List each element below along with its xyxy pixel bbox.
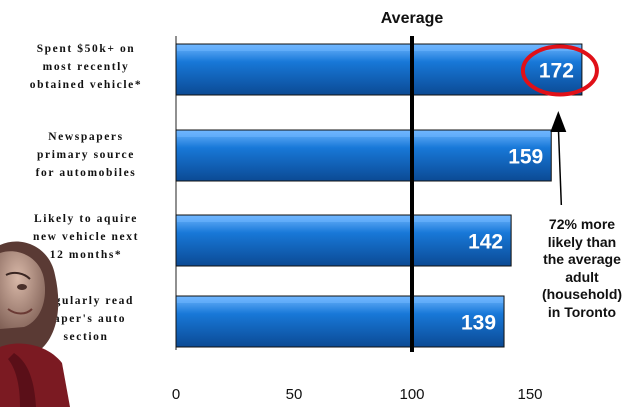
data-label-1: 159: [508, 146, 543, 169]
bar-highlight-1: [177, 131, 551, 137]
bar-highlight-3: [177, 297, 504, 303]
category-label-3: Regularly read paper's auto section: [38, 295, 134, 343]
bar-3: [175, 295, 505, 348]
arrow-shaft: [557, 125, 563, 206]
bar-highlight-0: [177, 45, 581, 51]
person-photo: [0, 241, 70, 407]
bar-1: [175, 129, 552, 182]
arrow-head: [550, 111, 567, 132]
x-tick-label-3: 150: [517, 386, 542, 403]
bar-0: [175, 43, 583, 96]
bar-2: [175, 214, 512, 267]
x-tick-label-2: 100: [399, 386, 424, 403]
highlight-circle: [520, 44, 599, 97]
category-label-0: Spent $50k+ on most recently obtained ve…: [29, 43, 143, 91]
data-label-3: 139: [461, 312, 496, 335]
category-label-2: Likely to aquire new vehicle next 12 mon…: [32, 213, 140, 261]
data-label-0: 172: [539, 60, 574, 83]
data-label-2: 142: [468, 231, 503, 254]
x-tick-label-1: 50: [286, 386, 303, 403]
x-tick-label-0: 0: [172, 386, 180, 403]
category-label-1: Newspapers primary source for automobile…: [35, 131, 137, 179]
bar-highlight-2: [177, 216, 511, 222]
annotation-text: 72% more likely than the average adult (…: [541, 216, 623, 320]
chart-title: Average: [381, 10, 444, 27]
